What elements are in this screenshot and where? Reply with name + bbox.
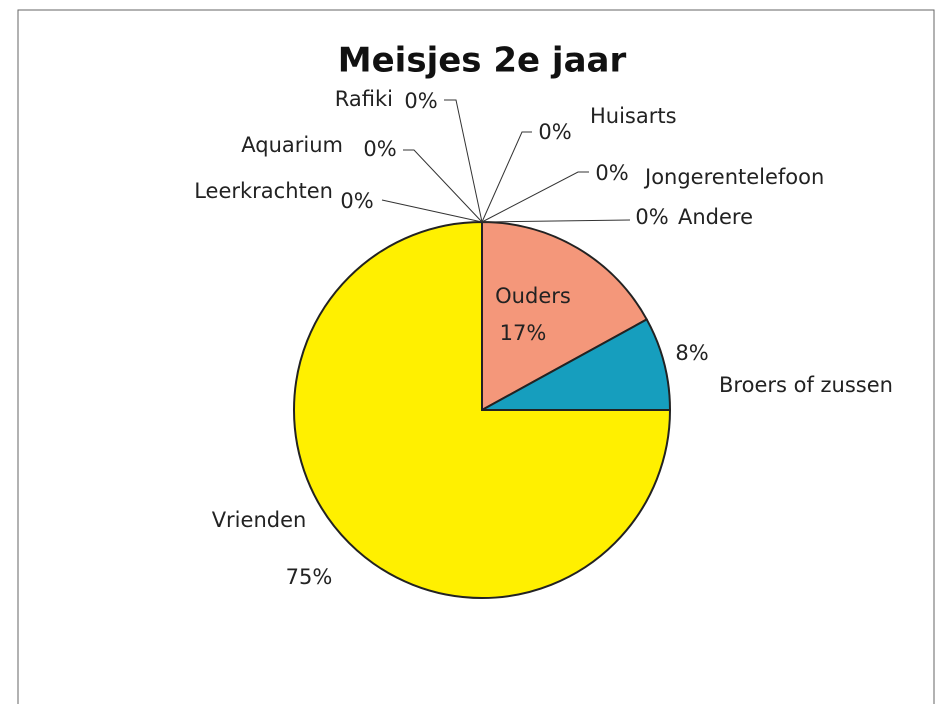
slice-value-label: 0% bbox=[340, 189, 373, 213]
slice-value-label: 17% bbox=[500, 321, 547, 345]
slice-value-label: 0% bbox=[538, 120, 571, 144]
slice-label: Ouders bbox=[495, 284, 571, 308]
slice-label: Jongerentelefoon bbox=[643, 165, 824, 189]
chart-title: Meisjes 2e jaar bbox=[338, 41, 627, 81]
slice-label: Broers of zussen bbox=[719, 373, 893, 397]
slice-label: Vrienden bbox=[212, 508, 307, 532]
slice-label: Rafiki bbox=[335, 87, 393, 111]
slice-value-label: 0% bbox=[363, 137, 396, 161]
slice-label: Aquarium bbox=[241, 133, 343, 157]
slice-value-label: 0% bbox=[404, 89, 437, 113]
slice-value-label: 0% bbox=[595, 161, 628, 185]
pie-slice bbox=[481, 221, 648, 411]
slice-value-label: 0% bbox=[635, 205, 668, 229]
slice-label: Huisarts bbox=[590, 104, 677, 128]
slice-value-label: 75% bbox=[286, 565, 333, 589]
leader-line bbox=[444, 99, 483, 223]
slice-value-label: 8% bbox=[675, 341, 708, 365]
leader-line bbox=[481, 219, 631, 223]
leader-line bbox=[403, 149, 483, 223]
pie-slice bbox=[481, 318, 671, 411]
leader-line bbox=[481, 171, 589, 223]
leader-line bbox=[481, 131, 532, 223]
slice-label: Leerkrachten bbox=[194, 179, 333, 203]
leader-line bbox=[381, 199, 483, 223]
slice-label: Andere bbox=[678, 205, 753, 229]
